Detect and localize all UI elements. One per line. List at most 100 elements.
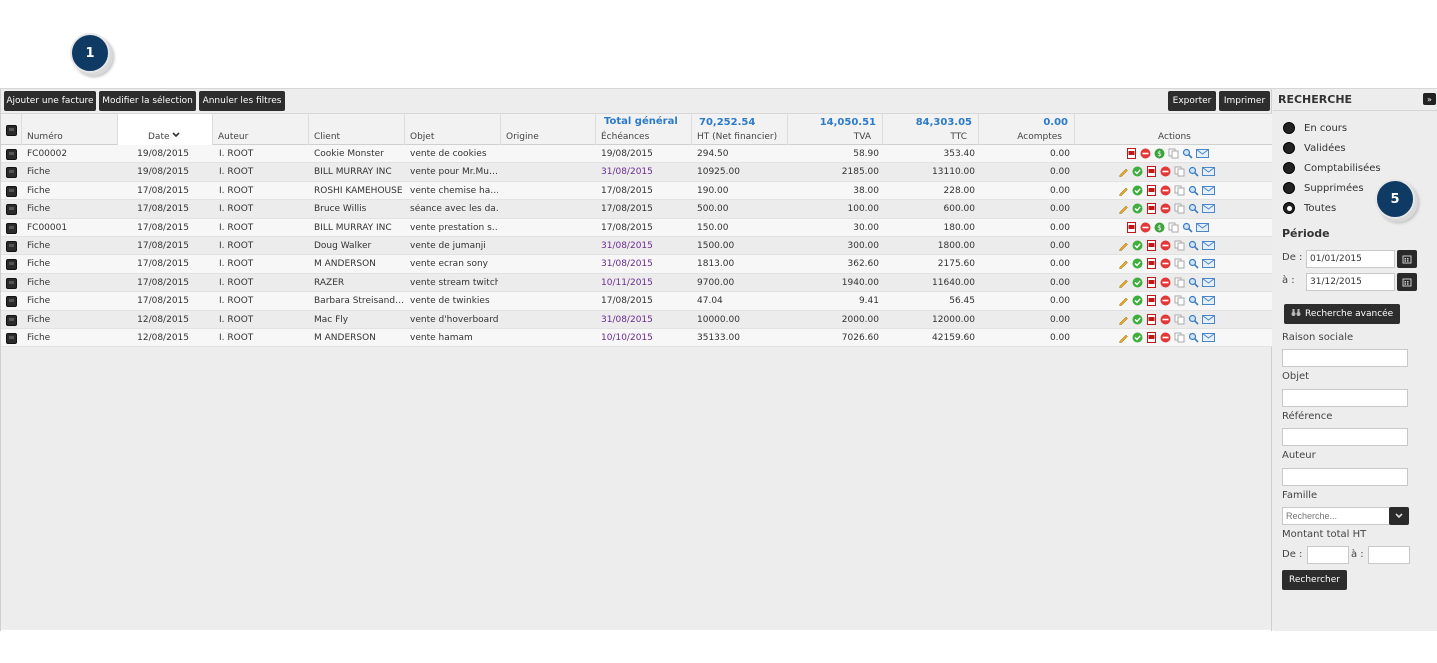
email-icon[interactable]	[1202, 258, 1215, 269]
pdf-icon[interactable]	[1146, 240, 1157, 251]
email-icon[interactable]	[1202, 166, 1215, 177]
montant-from-input[interactable]	[1307, 546, 1349, 564]
edit-selection-button[interactable]: Modifier la sélection	[99, 91, 196, 111]
cancel-icon[interactable]	[1140, 148, 1151, 159]
table-row[interactable]: Fiche 17/08/2015 I. ROOT Doug Walker vente d…	[1, 237, 1272, 256]
validate-check-icon[interactable]	[1132, 258, 1143, 269]
table-row[interactable]: Fiche 12/08/2015 I. ROOT Mac Fly vente d'hov…	[1, 310, 1272, 329]
email-icon[interactable]	[1202, 314, 1215, 325]
raison-sociale-input[interactable]	[1282, 349, 1408, 367]
pdf-icon[interactable]	[1146, 276, 1157, 288]
edit-pencil-icon[interactable]	[1118, 295, 1129, 306]
edit-pencil-icon[interactable]	[1118, 314, 1129, 325]
edit-pencil-icon[interactable]	[1118, 185, 1129, 196]
cell-numero[interactable]: Fiche	[27, 185, 51, 196]
pdf-icon[interactable]	[1146, 184, 1157, 196]
pdf-icon[interactable]	[1126, 148, 1137, 159]
table-row[interactable]: Fiche 17/08/2015 I. ROOT Barbara Streisand……	[1, 292, 1272, 311]
duplicate-icon[interactable]	[1174, 277, 1185, 288]
validate-check-icon[interactable]	[1132, 240, 1143, 251]
pdf-icon[interactable]	[1146, 313, 1157, 325]
edit-pencil-icon[interactable]	[1118, 203, 1129, 214]
cancel-icon[interactable]	[1160, 203, 1171, 214]
cancel-icon[interactable]	[1160, 295, 1171, 306]
cancel-icon[interactable]	[1160, 258, 1171, 269]
cancel-icon[interactable]	[1160, 240, 1171, 251]
cancel-icon[interactable]	[1160, 277, 1171, 288]
validate-check-icon[interactable]	[1132, 314, 1143, 325]
cancel-icon[interactable]	[1160, 314, 1171, 325]
duplicate-icon[interactable]	[1174, 258, 1185, 269]
table-row[interactable]: FC00001 17/08/2015 I. ROOT BILL MURRAY INC v…	[1, 218, 1272, 237]
email-icon[interactable]	[1202, 295, 1215, 306]
status-radio-comptabilisees[interactable]: Comptabilisées	[1283, 162, 1381, 174]
table-row[interactable]: FC00002 19/08/2015 I. ROOT Cookie Monster ve…	[1, 145, 1272, 164]
calendar-icon[interactable]	[1397, 250, 1417, 268]
payment-icon[interactable]: $	[1154, 148, 1165, 159]
row-select-checkbox[interactable]	[6, 185, 17, 197]
periode-to-input[interactable]: 31/12/2015	[1306, 273, 1395, 291]
col-tva[interactable]: 14,050.51 TVA	[788, 114, 883, 145]
select-all-checkbox[interactable]	[6, 125, 17, 136]
duplicate-icon[interactable]	[1174, 166, 1185, 177]
view-magnifier-icon[interactable]	[1188, 332, 1199, 343]
reference-input[interactable]	[1282, 428, 1408, 446]
row-select-checkbox[interactable]	[6, 204, 17, 216]
row-select-checkbox[interactable]	[6, 314, 17, 326]
edit-pencil-icon[interactable]	[1118, 332, 1129, 343]
col-client[interactable]: Client	[309, 114, 405, 145]
export-button[interactable]: Exporter	[1168, 91, 1216, 111]
edit-pencil-icon[interactable]	[1118, 277, 1129, 288]
duplicate-icon[interactable]	[1174, 295, 1185, 306]
cell-numero[interactable]: Fiche	[27, 314, 51, 325]
table-row[interactable]: Fiche 17/08/2015 I. ROOT M ANDERSON vente ec…	[1, 255, 1272, 274]
pdf-icon[interactable]	[1146, 332, 1157, 343]
objet-input[interactable]	[1282, 389, 1408, 407]
payment-icon[interactable]: $	[1154, 222, 1165, 233]
pdf-icon[interactable]	[1146, 166, 1157, 178]
status-radio-toutes[interactable]: Toutes	[1283, 202, 1336, 214]
email-icon[interactable]	[1202, 277, 1215, 288]
advanced-search-button[interactable]: Recherche avancée	[1284, 304, 1401, 324]
pdf-icon[interactable]	[1146, 258, 1157, 270]
col-origine[interactable]: Origine	[501, 114, 596, 145]
row-select-checkbox[interactable]	[6, 333, 17, 344]
view-magnifier-icon[interactable]	[1188, 240, 1199, 251]
col-echeances[interactable]: Total général Échéances	[596, 114, 692, 145]
cell-numero[interactable]: FC00001	[27, 222, 68, 233]
cancel-icon[interactable]	[1160, 185, 1171, 196]
row-select-checkbox[interactable]	[6, 277, 17, 289]
table-row[interactable]: Fiche 17/08/2015 I. ROOT ROSHI KAMEHOUSE ven…	[1, 181, 1272, 201]
col-objet[interactable]: Objet	[405, 114, 501, 145]
add-invoice-button[interactable]: Ajouter une facture	[4, 91, 96, 111]
email-icon[interactable]	[1202, 332, 1215, 343]
duplicate-icon[interactable]	[1174, 185, 1185, 196]
email-icon[interactable]	[1196, 148, 1209, 159]
view-magnifier-icon[interactable]	[1182, 148, 1193, 159]
cell-numero[interactable]: Fiche	[27, 204, 51, 215]
view-magnifier-icon[interactable]	[1188, 185, 1199, 196]
email-icon[interactable]	[1202, 240, 1215, 251]
validate-check-icon[interactable]	[1132, 166, 1143, 177]
montant-to-input[interactable]	[1368, 546, 1410, 564]
pdf-icon[interactable]	[1126, 221, 1137, 233]
famille-search-input[interactable]	[1282, 507, 1390, 525]
cell-numero[interactable]: Fiche	[27, 167, 51, 178]
col-auteur[interactable]: Auteur	[213, 114, 309, 145]
cell-numero[interactable]: Fiche	[27, 333, 51, 343]
cell-numero[interactable]: Fiche	[27, 296, 51, 307]
cell-numero[interactable]: FC00002	[27, 149, 68, 159]
validate-check-icon[interactable]	[1132, 185, 1143, 196]
table-row[interactable]: Fiche 19/08/2015 I. ROOT BILL MURRAY INC ven…	[1, 163, 1272, 182]
col-ht[interactable]: 70,252.54 HT (Net financier)	[692, 114, 788, 145]
duplicate-icon[interactable]	[1174, 240, 1185, 251]
famille-dropdown-chevron-icon[interactable]	[1389, 507, 1409, 525]
edit-pencil-icon[interactable]	[1118, 166, 1129, 178]
row-select-checkbox[interactable]	[6, 167, 17, 179]
table-row[interactable]: Fiche 12/08/2015 I. ROOT M ANDERSON vente ha…	[1, 329, 1272, 348]
validate-check-icon[interactable]	[1132, 295, 1143, 306]
pdf-icon[interactable]	[1146, 295, 1157, 307]
table-row[interactable]: Fiche 17/08/2015 I. ROOT Bruce Willis séance…	[1, 200, 1272, 219]
duplicate-icon[interactable]	[1174, 203, 1185, 214]
col-numero[interactable]: Numéro	[22, 114, 118, 145]
